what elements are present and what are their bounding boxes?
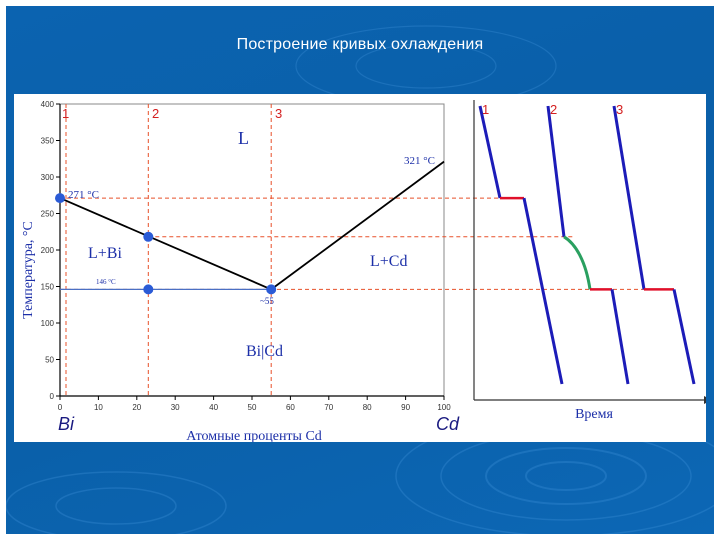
y-tick-label: 200 [41, 246, 55, 255]
alloy-label-1: 1 [62, 106, 69, 121]
cooling-curve-1 [478, 105, 564, 385]
y-tick-label: 400 [41, 100, 55, 109]
point-alloy-2-eutectic [143, 284, 154, 295]
time-axis-label: Время [575, 407, 613, 422]
x-ticks: 0 10 20 30 40 50 60 70 80 [58, 396, 451, 412]
x-tick-label: 30 [171, 403, 180, 412]
x-tick-label: 80 [363, 403, 372, 412]
phase-diagram: 0 50 100 150 200 250 300 350 400 [21, 100, 654, 442]
y-ticks: 0 50 100 150 200 250 300 350 400 [41, 100, 60, 401]
eutectic-temp-label: 146 °C [96, 278, 116, 286]
y-tick-label: 0 [50, 392, 55, 401]
x-tick-label: 90 [401, 403, 410, 412]
cooling-curve-3 [612, 105, 696, 385]
x-tick-label: 50 [248, 403, 257, 412]
liquidus-bi-side [59, 197, 272, 291]
x-tick-label: 20 [132, 403, 141, 412]
time-axis-arrow-icon [704, 396, 706, 404]
y-tick-label: 350 [41, 137, 55, 146]
x-tick-label: 60 [286, 403, 295, 412]
y-tick-label: 50 [45, 356, 54, 365]
figure-panel: 0 50 100 150 200 250 300 350 400 [14, 94, 706, 442]
point-eutectic [266, 284, 277, 295]
point-bi-melting [55, 193, 65, 204]
cooling-curves: 1 2 3 Время [473, 100, 706, 422]
region-l-cd-label: L+Cd [370, 253, 407, 270]
x-tick-label: 10 [94, 403, 103, 412]
region-solid-label: Bi|Cd [246, 343, 283, 360]
curve-label-1: 1 [482, 102, 489, 117]
point-alloy-2-liquidus [143, 231, 154, 242]
element-cd-label: Cd [436, 414, 460, 434]
y-tick-label: 150 [41, 283, 55, 292]
x-axis-label: Атомные проценты Cd [186, 429, 322, 442]
alloy-label-2: 2 [152, 106, 159, 121]
x-tick-label: 40 [209, 403, 218, 412]
curve-label-3: 3 [616, 102, 623, 117]
curve-label-2: 2 [550, 102, 557, 117]
y-tick-label: 100 [41, 319, 55, 328]
alloy-label-3: 3 [275, 106, 282, 121]
temp-cd-label: 321 °C [404, 155, 435, 167]
slide-title: Построение кривых охлаждения [236, 36, 484, 53]
x-tick-label: 0 [58, 403, 63, 412]
region-l-bi-label: L+Bi [88, 245, 122, 262]
key-points [55, 193, 277, 295]
y-tick-label: 300 [41, 173, 55, 182]
eutectic-comp-label: ~55 [260, 296, 274, 306]
y-axis-label: Температура, °С [21, 221, 36, 319]
x-tick-label: 70 [324, 403, 333, 412]
y-tick-label: 250 [41, 210, 55, 219]
phase-diagram-figure: 0 50 100 150 200 250 300 350 400 [21, 100, 706, 442]
temp-bi-label: 271 °C [68, 189, 99, 201]
element-bi-label: Bi [58, 414, 75, 434]
slide: Построение кривых охлаждения 0 50 100 [6, 6, 714, 534]
liquidus-cd-side [270, 160, 445, 291]
cooling-curve-2 [546, 105, 630, 385]
region-liquid-label: L [238, 128, 249, 148]
x-tick-label: 100 [437, 403, 451, 412]
